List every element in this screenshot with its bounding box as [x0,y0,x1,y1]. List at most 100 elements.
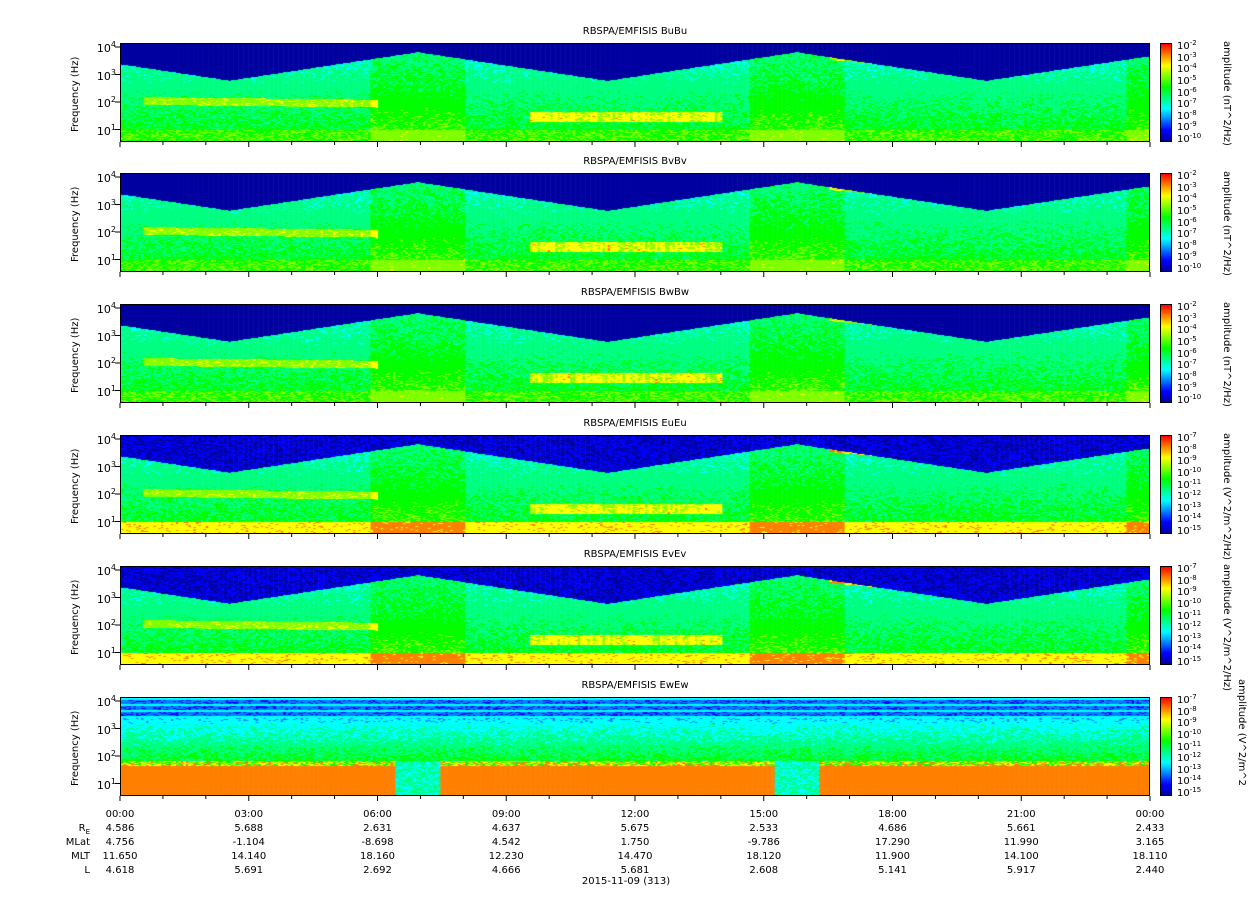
x-tick-label: 06:00 [363,809,392,820]
y-tick-label: 102 [96,356,116,371]
x-tick-label: 12:00 [620,809,650,820]
colorbar-tick-label: 10-6 [1177,346,1197,360]
ephemeris-value: -8.698 [361,837,394,848]
ephemeris-value: 5.661 [1006,823,1036,834]
colorbar-tick-label: 10-9 [1177,381,1197,395]
heatmap-cells [121,305,1149,402]
ephemeris-value: 5.688 [234,823,264,834]
ephemeris-value: 11.990 [1003,837,1039,848]
ephemeris-label-subscript: E [85,828,90,836]
ephemeris-value: 14.100 [1003,851,1039,862]
ephemeris-value: -1.104 [232,837,265,848]
x-tick-label: 15:00 [749,809,779,820]
ephemeris-value: 11.650 [102,851,138,862]
panel-title: RBSPA/EMFISIS BuBu [582,26,688,37]
colorbar-tick-label: 10-6 [1177,215,1197,229]
colorbar-tick-label: 10-12 [1177,620,1202,634]
spectrogram-heatmap [120,43,1150,142]
colorbar-tick-label: 10-13 [1177,500,1202,514]
ephemeris-value: 5.691 [234,865,264,876]
colorbar-tick-label: 10-11 [1177,477,1202,491]
spectrogram-heatmap [120,304,1150,403]
colorbar-tick-label: 10-7 [1177,431,1197,444]
colorbar-label: amplitude (nT^2/Hz) [1221,302,1232,407]
ephemeris-value: 1.750 [620,837,650,848]
colorbar-tick-label: 10-7 [1177,227,1197,241]
y-tick-label: 103 [96,328,116,344]
ephemeris-row-label: L [84,865,90,876]
colorbar-tick-label: 10-15 [1177,655,1202,668]
colorbar-tick-label: 10-14 [1177,774,1202,788]
y-tick-label: 104 [96,40,116,55]
y-tick-label: 103 [96,459,116,475]
ephemeris-value: 5.681 [620,865,650,876]
colorbar-tick-label: 10-3 [1177,311,1197,325]
y-tick-label: 104 [96,170,116,185]
colorbar-tick-label: 10-8 [1177,442,1197,456]
y-tick-label: 101 [96,645,116,661]
ephemeris-value: 17.290 [875,837,910,848]
ephemeris-value: 5.141 [878,865,907,876]
colorbar-tick-label: 10-2 [1177,169,1197,182]
panel-title: RBSPA/EMFISIS BvBv [583,156,687,167]
ephemeris-value: 18.110 [1132,851,1168,862]
ephemeris-row-label: RE [78,823,90,836]
ephemeris-value: 4.666 [491,865,521,876]
colorbar-tick-label: 10-9 [1177,454,1197,468]
ephemeris-value: 14.140 [231,851,267,862]
spectrogram-heatmap [120,697,1150,796]
colorbar-tick-label: 10-11 [1177,608,1202,622]
colorbar-tick-label: 10-2 [1177,300,1197,313]
colorbar-tick-label: 10-7 [1177,562,1197,575]
colorbar-tick-label: 10-12 [1177,751,1202,765]
y-tick-label: 103 [96,67,116,83]
ephemeris-value: 14.470 [617,851,653,862]
x-tick-label: 21:00 [1006,809,1036,820]
colorbar-tick-label: 10-9 [1177,716,1197,730]
colorbar-tick-label: 10-14 [1177,512,1202,526]
ephemeris-value: 5.675 [620,823,650,834]
ephemeris-row-label: MLT [71,851,90,862]
colorbar-tick-label: 10-5 [1177,73,1197,87]
ephemeris-row-label: MLat [65,837,90,848]
y-tick-label: 104 [96,694,116,709]
colorbar [1160,435,1172,534]
colorbar-tick-label: 10-8 [1177,573,1197,587]
colorbar [1160,43,1172,142]
colorbar-tick-label: 10-15 [1177,786,1202,799]
colorbar-tick-label: 10-12 [1177,489,1202,503]
colorbar-tick-label: 10-7 [1177,97,1197,111]
panel-title: RBSPA/EMFISIS EuEu [583,418,687,429]
y-tick-label: 104 [96,301,116,316]
ephemeris-value: 18.120 [746,851,782,862]
ephemeris-value: -9.786 [747,837,780,848]
colorbar-tick-label: 10-8 [1177,704,1197,718]
colorbar-tick-label: 10-9 [1177,120,1197,134]
ephemeris-value: 12.230 [488,851,524,862]
colorbar [1160,173,1172,272]
heatmap-cells [121,698,1149,795]
date-label: 2015-11-09 (313) [581,876,671,887]
spectrogram-heatmap [120,435,1150,534]
colorbar-tick-label: 10-13 [1177,631,1202,645]
colorbar-tick-label: 10-11 [1177,739,1202,753]
y-tick-label: 101 [96,383,116,399]
y-tick-label: 102 [96,225,116,240]
colorbar-tick-label: 10-8 [1177,108,1197,122]
colorbar-tick-label: 10-3 [1177,50,1197,64]
colorbar-tick-label: 10-4 [1177,62,1197,76]
ephemeris-value: 4.618 [105,865,135,876]
y-tick-label: 101 [96,122,116,138]
x-tick-label: 03:00 [234,809,264,820]
ephemeris-value: 4.756 [105,837,135,848]
ephemeris-value: 2.608 [749,865,779,876]
colorbar-tick-label: 10-5 [1177,203,1197,217]
y-tick-label: 104 [96,432,116,447]
ephemeris-value: 4.686 [878,823,907,834]
y-tick-label: 102 [96,95,116,110]
y-tick-label: 101 [96,514,116,530]
heatmap-cells [121,436,1149,533]
y-tick-label: 103 [96,197,116,213]
y-tick-label: 102 [96,487,116,502]
ephemeris-value: 18.160 [360,851,395,862]
